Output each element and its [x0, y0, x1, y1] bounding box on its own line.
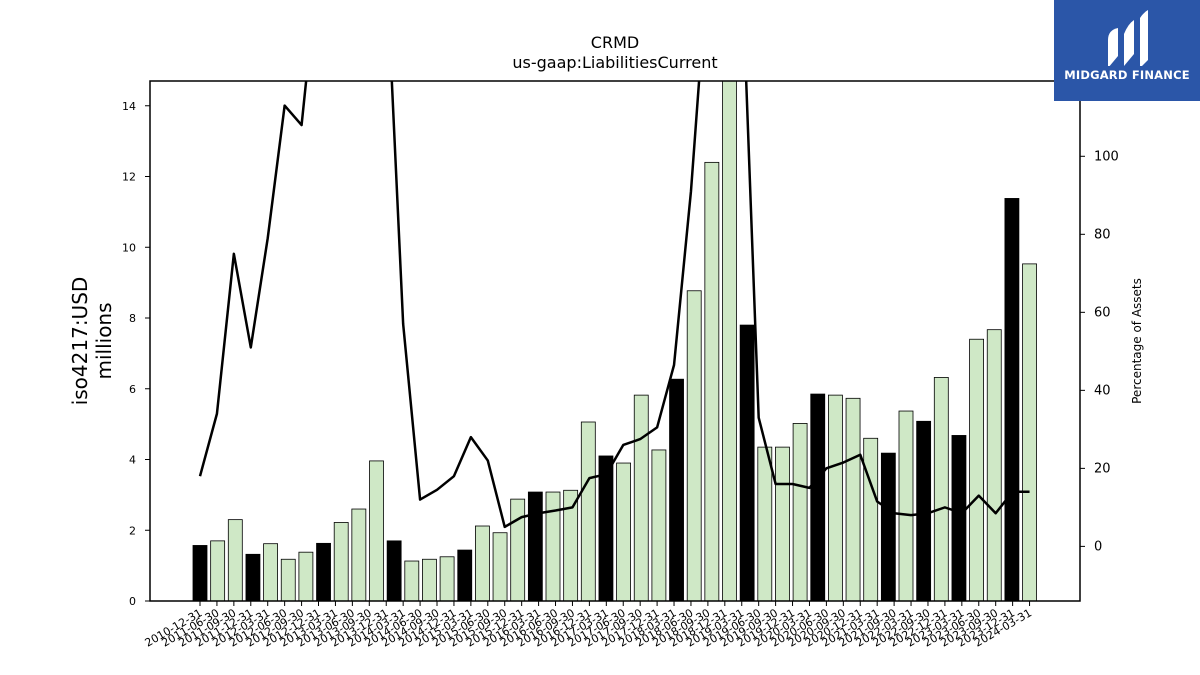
bar [457, 549, 473, 602]
bar [598, 455, 614, 602]
bar [510, 498, 526, 602]
y-tick-label-left: 12 [122, 171, 136, 184]
y-tick-label-left: 4 [129, 454, 136, 467]
logo-text: MIDGARD FINANCE [1064, 68, 1190, 82]
y-axis-label-left: iso4217:USDmillions [68, 277, 116, 406]
bar [298, 551, 314, 602]
bar [933, 377, 949, 602]
y-tick-label-left: 10 [122, 241, 136, 254]
bar [404, 560, 420, 602]
bar [527, 491, 543, 602]
y-tick-label-left: 8 [129, 312, 136, 325]
y-axis-label-line: millions [92, 302, 116, 379]
bar [316, 542, 331, 602]
bar [739, 324, 755, 602]
percentage-line [198, 81, 1030, 529]
bar [986, 329, 1002, 602]
bar [227, 519, 243, 602]
bar [1022, 263, 1037, 602]
bar [757, 446, 773, 602]
bar [280, 558, 296, 602]
chart-title: CRMD [591, 33, 639, 52]
y-axis-label-right: Percentage of Assets [1130, 278, 1144, 404]
y-axis-right: 0 20 40 60 80 100 [1080, 149, 1119, 554]
bar [192, 545, 208, 602]
y-tick-label-right: 100 [1094, 149, 1119, 164]
midgard-finance-logo: MIDGARD FINANCE [1054, 0, 1200, 101]
bar [916, 420, 932, 602]
bar [492, 532, 508, 602]
bar [775, 446, 790, 602]
bar [333, 522, 349, 602]
bar [422, 558, 437, 602]
y-axis-left: 0 2 4 6 8 10 12 14 [122, 100, 150, 608]
bar [245, 553, 261, 602]
bar [580, 421, 596, 602]
bar [633, 394, 649, 602]
y-tick-label-right: 40 [1094, 383, 1111, 398]
plot-frame [149, 80, 1081, 602]
bar [651, 449, 667, 602]
bar [898, 410, 914, 602]
y-tick-label-right: 80 [1094, 227, 1111, 242]
bar [386, 540, 402, 602]
bar [722, 80, 737, 602]
logo-mark-icon [1108, 10, 1148, 66]
y-tick-label-left: 14 [122, 100, 136, 113]
x-axis: 2010-12-312011-06-302011-09-302011-12-31… [143, 601, 1034, 650]
bar [545, 491, 561, 602]
line-series [198, 81, 1030, 529]
bar [210, 540, 226, 602]
bar [810, 393, 826, 602]
bar [951, 435, 967, 602]
bar [845, 397, 861, 602]
bar [351, 508, 367, 602]
y-tick-label-right: 60 [1094, 305, 1111, 320]
y-axis-label-line: iso4217:USD [68, 277, 92, 406]
bar [474, 525, 490, 602]
y-tick-label-left: 6 [129, 383, 136, 396]
bar [263, 543, 279, 602]
bar [669, 378, 684, 602]
bar-group [192, 80, 1037, 602]
y-tick-label-left: 2 [129, 524, 136, 537]
bar [1004, 198, 1020, 602]
chart-subtitle: us-gaap:LiabilitiesCurrent [512, 53, 717, 72]
bar [792, 423, 808, 602]
bar [863, 437, 879, 602]
bar [616, 462, 631, 602]
bar [969, 338, 984, 602]
y-tick-label-left: 0 [129, 595, 136, 608]
bar [369, 460, 384, 602]
y-tick-label-right: 20 [1094, 461, 1111, 476]
bar [880, 452, 896, 602]
bar [439, 556, 455, 602]
bar [704, 161, 720, 602]
bar [828, 394, 843, 602]
y-tick-label-right: 0 [1094, 539, 1102, 554]
bar [686, 290, 702, 602]
